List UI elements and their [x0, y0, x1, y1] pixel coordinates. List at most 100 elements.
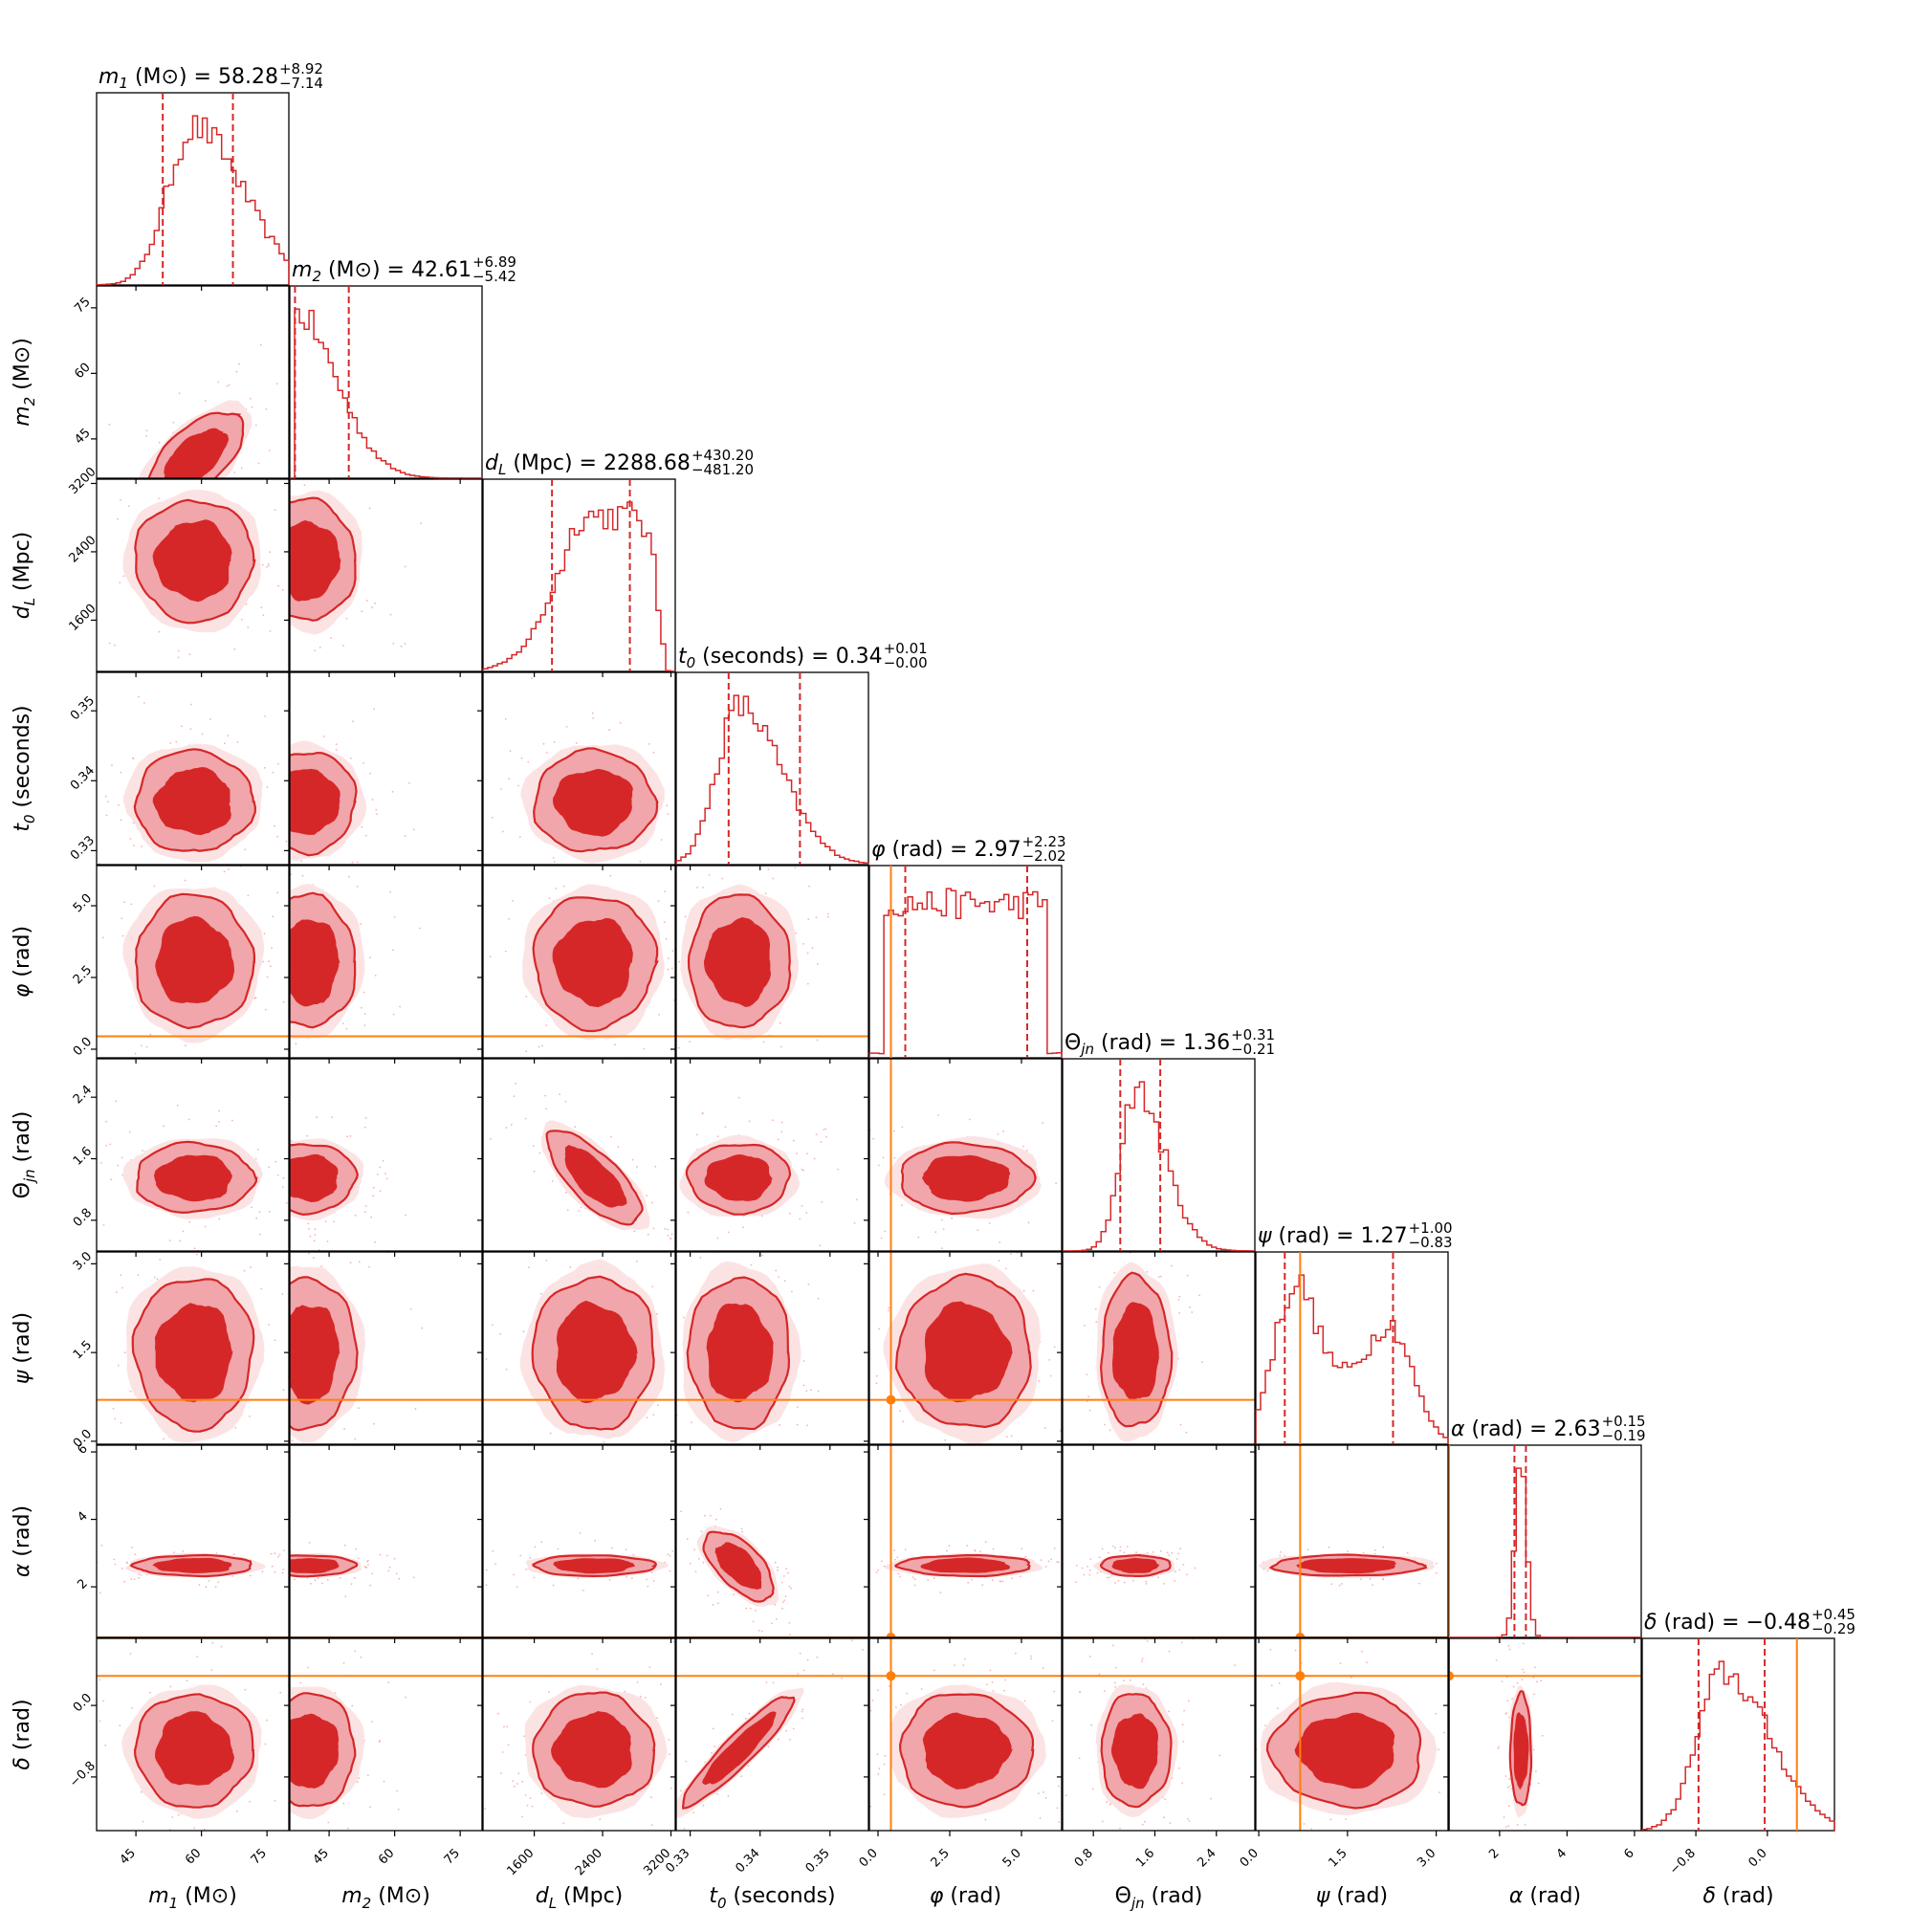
sample-point — [611, 1547, 613, 1549]
sample-point — [364, 1211, 366, 1213]
sample-point — [1144, 1463, 1146, 1465]
sample-point — [271, 947, 273, 950]
sample-point — [661, 1807, 663, 1809]
sample-point — [300, 363, 302, 365]
sample-point — [491, 1324, 494, 1327]
sample-point — [301, 874, 304, 877]
sample-point — [71, 1655, 73, 1657]
sample-point — [562, 885, 565, 888]
sample-point — [276, 1332, 278, 1334]
sample-point — [463, 1334, 465, 1336]
sample-point — [515, 1083, 516, 1085]
sample-point — [363, 1024, 366, 1027]
sample-point — [267, 808, 269, 810]
x-tick-label-m2: 60 — [376, 1846, 397, 1867]
sample-point — [307, 1666, 309, 1669]
contour-inner — [152, 519, 232, 603]
sample-point — [697, 1568, 699, 1570]
sample-point — [268, 1287, 270, 1289]
sample-point — [707, 1247, 709, 1249]
sample-point — [1457, 1567, 1459, 1569]
sample-point — [920, 1688, 923, 1690]
sample-point — [1123, 1581, 1126, 1584]
sample-point — [256, 729, 258, 731]
sample-point — [327, 1117, 329, 1119]
sample-point — [112, 1407, 115, 1410]
sample-point — [73, 1711, 75, 1713]
sample-point — [260, 343, 262, 346]
sample-point — [1048, 1359, 1051, 1361]
sample-point — [529, 1797, 532, 1799]
sample-point — [1347, 1550, 1349, 1553]
sample-point — [1498, 1745, 1501, 1748]
sample-point — [217, 1089, 219, 1091]
sample-point — [326, 1578, 329, 1581]
sample-point — [882, 1156, 885, 1159]
sample-point — [562, 1822, 565, 1825]
sample-point — [226, 384, 229, 387]
sample-point — [876, 1753, 879, 1756]
sample-point — [484, 1808, 487, 1810]
sample-point — [579, 1532, 582, 1534]
sample-point — [519, 836, 521, 838]
title-plus-dL: +430.20 — [692, 447, 754, 464]
sample-point — [123, 901, 126, 904]
sample-point — [360, 923, 362, 925]
sample-point — [652, 1256, 654, 1258]
title-plus-t0: +0.01 — [884, 640, 928, 657]
y-axis-label-phi: φ (rad) — [11, 926, 34, 998]
sample-point — [1485, 1571, 1487, 1573]
sample-point — [286, 940, 288, 942]
sample-point — [708, 777, 710, 779]
sample-point — [878, 1164, 880, 1167]
sample-point — [1053, 1548, 1056, 1549]
contour-inner — [290, 1305, 340, 1405]
sample-point — [808, 885, 810, 888]
contour-inner — [1294, 1712, 1395, 1789]
sample-point — [396, 1789, 399, 1792]
sample-point — [806, 1658, 809, 1661]
panel-theta-vs-psi — [1062, 1251, 1256, 1465]
sample-point — [848, 1614, 850, 1615]
sample-point — [1159, 1275, 1162, 1278]
sample-point — [268, 1396, 270, 1398]
sample-point — [299, 1681, 302, 1684]
sample-point — [1508, 1648, 1511, 1651]
sample-point — [1187, 1700, 1190, 1702]
sample-point — [764, 892, 767, 894]
sample-point — [534, 1546, 537, 1548]
sample-point — [320, 1265, 322, 1268]
sample-point — [962, 1664, 965, 1666]
sample-point — [260, 540, 262, 542]
sample-point — [45, 1576, 47, 1578]
sample-point — [475, 1546, 477, 1548]
sample-point — [1463, 1567, 1465, 1569]
sample-point — [273, 1587, 274, 1589]
sample-point — [806, 982, 809, 985]
sample-point — [1310, 1828, 1313, 1830]
sample-point — [521, 1780, 524, 1783]
sample-point — [268, 1257, 270, 1259]
panel-alpha-vs-delta — [1448, 1637, 1642, 1832]
sample-point — [267, 1020, 269, 1021]
sample-point — [145, 435, 148, 437]
sample-point — [1506, 1700, 1509, 1701]
sample-point — [689, 1562, 692, 1565]
sample-point — [286, 614, 288, 616]
sample-point — [785, 1240, 787, 1241]
sample-point — [1198, 1294, 1200, 1297]
sample-point — [933, 1669, 935, 1672]
sample-point — [265, 1008, 267, 1011]
sample-point — [1057, 1698, 1059, 1700]
sample-point — [266, 611, 268, 613]
sample-point — [1269, 1648, 1272, 1651]
hist-frame-alpha — [1448, 1444, 1642, 1638]
sample-point — [352, 720, 354, 723]
sample-point — [408, 781, 410, 784]
panel-m2-vs-delta — [289, 1637, 483, 1832]
sample-point — [781, 1607, 783, 1610]
contour-inner — [704, 1153, 774, 1201]
sample-point — [274, 1191, 275, 1193]
sample-point — [767, 1745, 770, 1748]
sample-point — [660, 889, 662, 890]
